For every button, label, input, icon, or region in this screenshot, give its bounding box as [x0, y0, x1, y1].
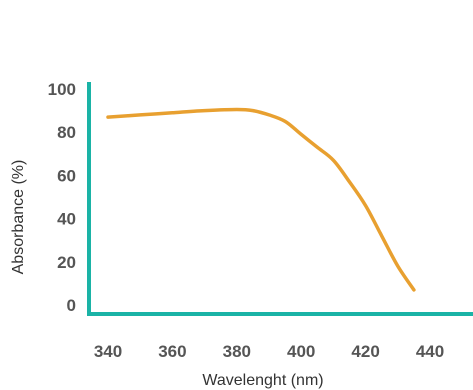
- x-tick-label: 380: [223, 342, 251, 361]
- y-tick-label: 80: [57, 123, 76, 142]
- y-tick-label: 40: [57, 210, 76, 229]
- absorbance-series-line: [106, 107, 416, 292]
- x-axis-tick-labels: 340 360 380 400 420 440: [94, 342, 444, 361]
- y-axis-tick-labels: 0 20 40 60 80 100: [48, 80, 76, 315]
- y-tick-label: 20: [57, 253, 76, 272]
- y-tick-label: 100: [48, 80, 76, 99]
- x-tick-label: 360: [158, 342, 186, 361]
- x-tick-label: 340: [94, 342, 122, 361]
- x-tick-label: 420: [351, 342, 379, 361]
- x-tick-label: 400: [287, 342, 315, 361]
- y-axis-title: Absorbance (%): [10, 160, 27, 275]
- x-tick-label: 440: [416, 342, 444, 361]
- y-tick-label: 0: [67, 296, 76, 315]
- x-axis-title: Wavelenght (nm): [202, 372, 323, 389]
- y-tick-label: 60: [57, 166, 76, 185]
